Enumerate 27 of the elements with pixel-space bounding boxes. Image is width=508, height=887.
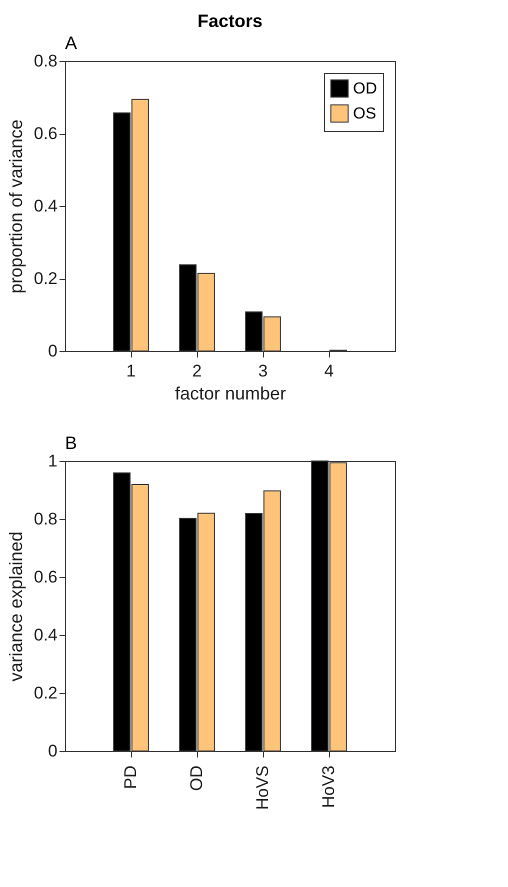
x-tick-label: 2: [192, 362, 202, 380]
y-tick-label: 0.4: [34, 626, 58, 644]
y-tick-label: 0.8: [34, 510, 58, 528]
y-axis-title: variance explained: [6, 531, 26, 682]
x-axis-title: factor number: [174, 384, 286, 404]
y-tick-label: 0: [48, 742, 58, 760]
x-tick-label: 1: [126, 362, 136, 380]
y-tick-label: 0: [48, 342, 58, 360]
y-tick-label: 0.2: [34, 269, 58, 288]
legend-label: OD: [353, 80, 377, 98]
x-tick-label: 4: [324, 362, 334, 380]
legend-label: OS: [353, 106, 376, 122]
y-tick-label: 0.2: [34, 684, 58, 702]
x-tick-label: HoVS: [253, 766, 272, 810]
text: B: [65, 433, 78, 453]
x-tick-label: 3: [258, 362, 268, 380]
text: A: [65, 33, 78, 53]
x-tick-label: PD: [121, 766, 140, 790]
chart-title: Factors: [197, 11, 263, 31]
x-tick-label: HoV3: [319, 766, 338, 808]
x-tick-label: OD: [187, 766, 206, 791]
y-tick-label: 0.6: [34, 124, 58, 143]
y-tick-label: 0.8: [34, 52, 58, 70]
y-tick-label: 0.4: [34, 196, 58, 216]
y-tick-label: 1: [48, 452, 58, 470]
y-axis-title: proportion of variance: [6, 119, 26, 294]
y-tick-label: 0.6: [34, 568, 58, 586]
